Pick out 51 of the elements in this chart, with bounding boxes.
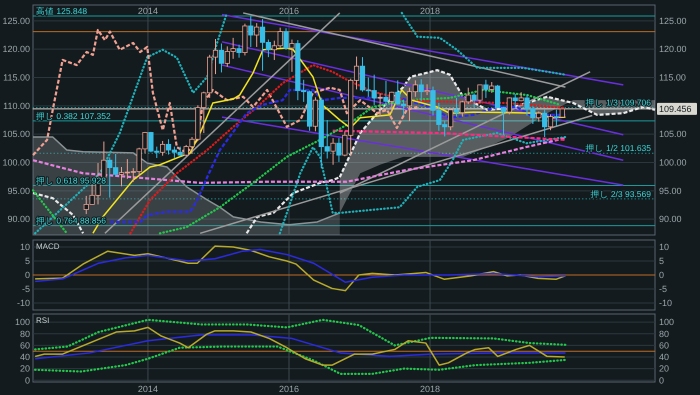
y-tick-label: -5 (22, 284, 30, 294)
ref-line-label: 高値 125.848 (36, 6, 88, 16)
y2-tick-label: 90.00 (659, 214, 682, 224)
y2-tick-label: 100 (659, 317, 674, 328)
y2-tick-label: 105.00 (659, 129, 687, 140)
y2-tick-label: 95.00 (659, 186, 682, 196)
y-tick-label: 95.00 (7, 186, 30, 196)
x2-tick-label: 2018 (420, 6, 440, 16)
x2-tick-label: 2016 (278, 6, 300, 16)
x-tick-label: 2016 (278, 384, 300, 394)
y-tick-label: 60 (20, 340, 30, 350)
y2-tick-label: 20 (659, 364, 670, 374)
y2-tick-label: 125.00 (659, 16, 687, 26)
y-tick-label: 0 (24, 375, 30, 386)
x-tick-label: 2014 (138, 384, 158, 394)
y2-tick-label: -5 (659, 284, 668, 294)
x2-tick-label: 2014 (138, 6, 158, 16)
y2-tick-label: 80 (659, 328, 670, 339)
ref-line-label: 押し 1/2 101.635 (586, 143, 652, 154)
y-tick-label: 100 (14, 317, 30, 328)
y2-tick-label: 100.00 (659, 157, 687, 168)
y-tick-label: 10 (20, 242, 30, 252)
x-tick-label: 2018 (420, 384, 440, 394)
y-tick-label: 105.00 (2, 129, 30, 140)
y-tick-label: 125.00 (2, 16, 30, 26)
chart-title: RSI (36, 316, 50, 325)
y2-tick-label: -10 (659, 298, 672, 308)
y2-tick-label: 10 (659, 242, 670, 252)
y2-tick-label: 115.00 (659, 72, 686, 83)
y-tick-label: 100.00 (2, 157, 30, 168)
ref-line-label: 109.456 (659, 104, 692, 114)
y-tick-label: 90.00 (7, 214, 30, 224)
y-tick-label: 115.00 (3, 72, 30, 83)
y-tick-label: 40 (20, 352, 30, 362)
y2-tick-label: 5 (659, 256, 664, 266)
y2-tick-label: 40 (659, 352, 670, 362)
y-tick-label: 0 (24, 270, 30, 280)
y-tick-label: -10 (16, 298, 30, 308)
y2-tick-label: 0 (659, 375, 664, 386)
y-tick-label: 110.00 (3, 100, 30, 111)
y2-tick-label: 0 (659, 270, 664, 280)
y2-tick-label: 60 (659, 340, 670, 350)
y-tick-label: 80 (20, 328, 30, 339)
ref-line-label: 押し 2/3 93.569 (590, 188, 652, 199)
ref-line-label: 押し 0.382 107.352 (36, 110, 111, 121)
ref-line-label: 押し 1/3 109.706 (586, 98, 652, 108)
y-tick-label: 120.00 (2, 44, 30, 54)
y2-tick-label: 120.00 (659, 44, 687, 54)
chart-title: MACD (36, 242, 60, 251)
y-tick-label: 5 (24, 256, 30, 266)
y-tick-label: 20 (20, 364, 30, 374)
